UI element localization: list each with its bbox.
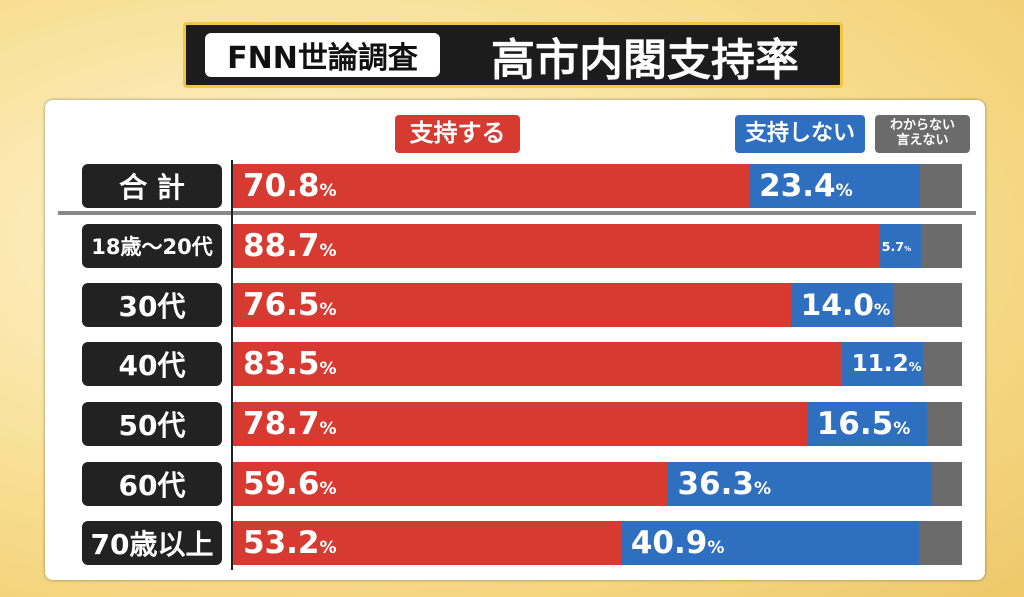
category-label: 70歳以上 <box>82 521 222 565</box>
bar-segment <box>923 342 962 386</box>
bar-segment <box>932 462 962 506</box>
bar-segment <box>918 521 962 565</box>
value-label: 23.4% <box>759 168 853 204</box>
category-label: 18歳～20代 <box>82 224 222 268</box>
legend-item: 支持する <box>395 115 520 153</box>
value-label: 70.8% <box>243 168 337 204</box>
value-label: 88.7% <box>243 228 337 264</box>
bar-segment: 70.8% <box>233 164 750 208</box>
chart-title: 高市内閣支持率 <box>491 35 799 86</box>
bar-segment: 78.7% <box>233 402 807 446</box>
legend-item: 支持しない <box>735 115 865 153</box>
category-label: 合 計 <box>82 164 222 208</box>
bar-segment: 16.5% <box>806 402 927 446</box>
bar-segment <box>892 283 962 327</box>
value-label: 40.9% <box>630 525 725 561</box>
value-label: 78.7% <box>243 406 337 442</box>
bar-segment: 83.5% <box>233 342 842 386</box>
bar-segment: 14.0% <box>790 283 893 327</box>
bar-segment: 11.2% <box>841 342 924 386</box>
bar-segment <box>919 164 962 208</box>
bar-segment: 88.7% <box>233 224 880 268</box>
value-label: 36.3% <box>677 466 772 502</box>
bar-segment: 5.7% <box>879 224 922 268</box>
legend-item: わからない 言えない <box>875 115 970 153</box>
value-label: 16.5% <box>816 406 911 442</box>
value-label: 76.5% <box>243 287 337 323</box>
value-label: 5.7% <box>881 238 912 254</box>
axis-line <box>231 160 233 570</box>
bar-segment: 59.6% <box>233 462 668 506</box>
badge: FNN世論調査 <box>205 33 440 77</box>
bar-segment: 23.4% <box>749 164 920 208</box>
category-label: 40代 <box>82 342 222 386</box>
bar-segment <box>927 402 962 446</box>
bar-segment: 76.5% <box>233 283 791 327</box>
bar-segment: 40.9% <box>620 521 919 565</box>
category-label: 60代 <box>82 462 222 506</box>
bar-segment: 53.2% <box>233 521 621 565</box>
bar-segment: 36.3% <box>667 462 933 506</box>
value-label: 59.6% <box>243 466 337 502</box>
value-label: 83.5% <box>243 346 337 382</box>
category-label: 30代 <box>82 283 222 327</box>
value-label: 11.2% <box>851 351 922 377</box>
value-label: 53.2% <box>243 525 337 561</box>
category-label: 50代 <box>82 402 222 446</box>
separator <box>58 211 976 215</box>
bar-segment <box>921 224 962 268</box>
value-label: 14.0% <box>800 287 891 323</box>
